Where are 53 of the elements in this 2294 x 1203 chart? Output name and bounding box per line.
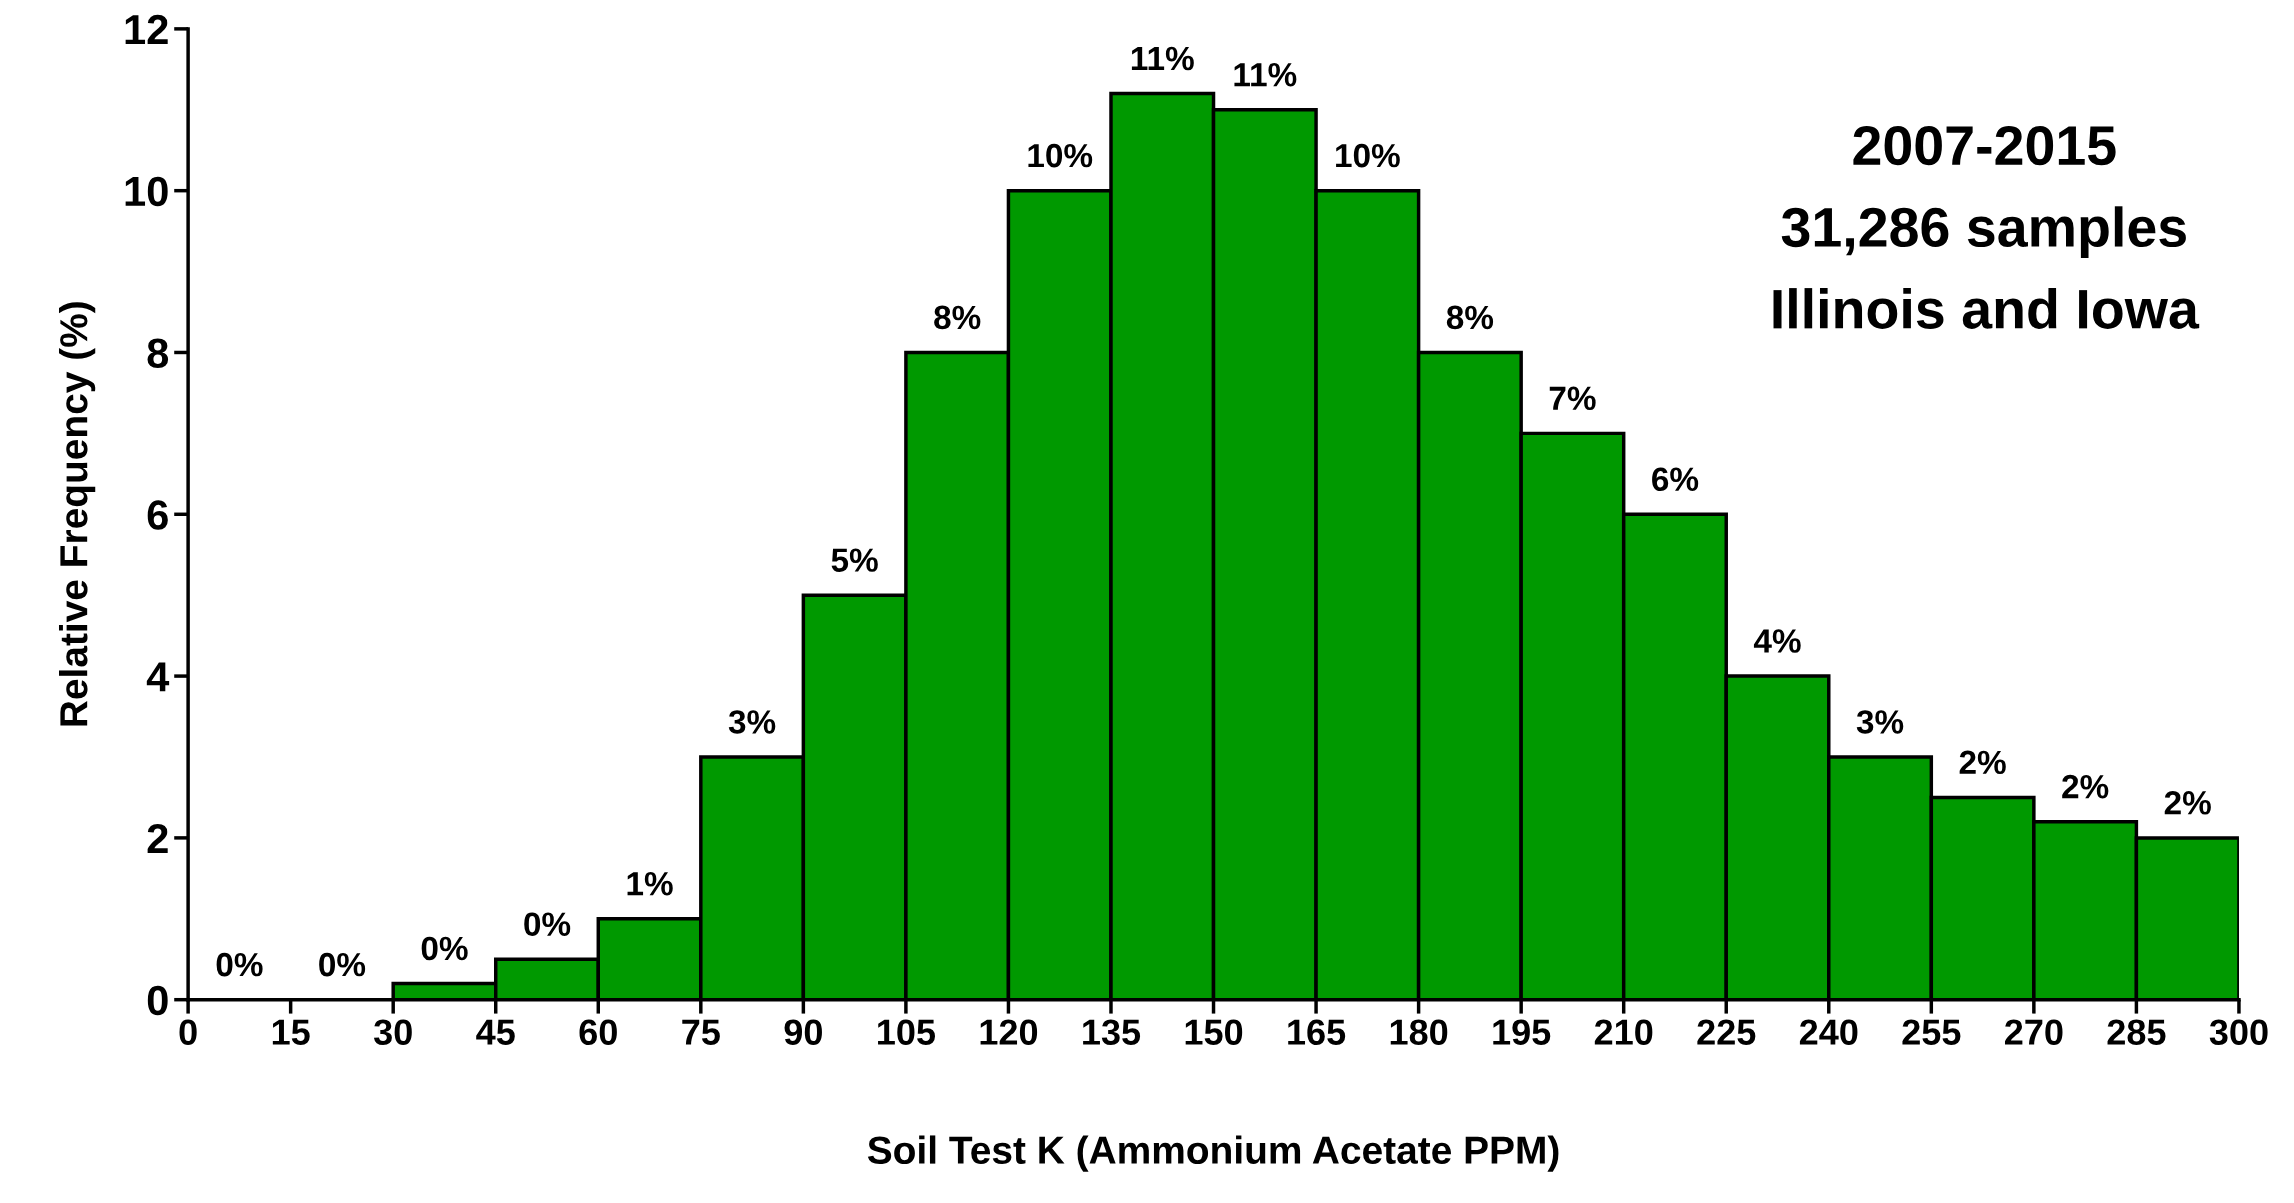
x-tick-label: 60 [579, 1019, 617, 1045]
y-tick-label: 12 [125, 14, 168, 44]
x-tick-label: 15 [272, 1019, 310, 1045]
data-label: 4% [1753, 629, 1801, 653]
data-label: 3% [1856, 710, 1904, 734]
x-tick-label: 45 [476, 1019, 515, 1045]
data-label: 10% [1028, 143, 1093, 168]
x-axis-title: Soil Test K (Ammonium Acetate PPM) [867, 1135, 1559, 1172]
y-axis-title: Relative Frequency (%) [58, 302, 96, 726]
x-tick-label: 210 [1594, 1019, 1653, 1045]
x-tick-label: 240 [1799, 1019, 1858, 1045]
x-tick-label: 75 [682, 1019, 720, 1045]
data-label: 3% [728, 710, 776, 734]
data-label: 8% [1446, 305, 1494, 330]
x-tick-label: 0 [179, 1019, 197, 1045]
x-tick-label: 270 [2004, 1019, 2063, 1045]
data-label: 7% [1549, 386, 1596, 411]
data-label: 8% [934, 305, 981, 330]
annotation: 31,286 samples [1781, 206, 2186, 259]
x-tick-label: 225 [1697, 1019, 1756, 1045]
x-tick-label: 120 [980, 1019, 1038, 1045]
data-label: 10% [1336, 143, 1400, 168]
data-label: 11% [1131, 46, 1194, 71]
y-tick-label: 10 [125, 176, 168, 207]
data-label: 0% [319, 952, 366, 977]
y-tick-label: 4 [146, 662, 170, 692]
data-label: 0% [216, 952, 263, 977]
data-label: 2% [2062, 774, 2109, 799]
y-tick-label: 0 [147, 985, 168, 1016]
data-label: 0% [524, 912, 571, 936]
data-label: 0% [421, 936, 468, 961]
x-tick-label: 195 [1493, 1019, 1551, 1045]
y-tick-label: 2 [147, 823, 168, 853]
x-tick-label: 255 [1902, 1019, 1961, 1045]
x-tick-label: 300 [2209, 1019, 2268, 1046]
x-tick-label: 135 [1083, 1019, 1141, 1046]
data-label: 1% [627, 872, 673, 896]
x-tick-label: 150 [1185, 1019, 1243, 1045]
data-label: 11% [1234, 63, 1297, 87]
annotation: Illinois and Iowa [1773, 288, 2200, 329]
y-tick-label: 6 [147, 500, 168, 530]
data-label: 2% [2164, 791, 2211, 815]
x-tick-label: 90 [784, 1019, 822, 1045]
annotation: 2007-2015 [1853, 125, 2116, 166]
data-label: 2% [1959, 750, 2006, 775]
x-tick-label: 180 [1390, 1019, 1448, 1045]
x-tick-label: 285 [2107, 1019, 2166, 1045]
data-label: 6% [1652, 467, 1699, 492]
x-tick-label: 165 [1288, 1019, 1346, 1045]
data-label: 5% [831, 548, 878, 572]
x-tick-label: 105 [878, 1019, 936, 1045]
y-tick-label: 8 [147, 338, 169, 368]
x-tick-label: 30 [373, 1019, 412, 1046]
